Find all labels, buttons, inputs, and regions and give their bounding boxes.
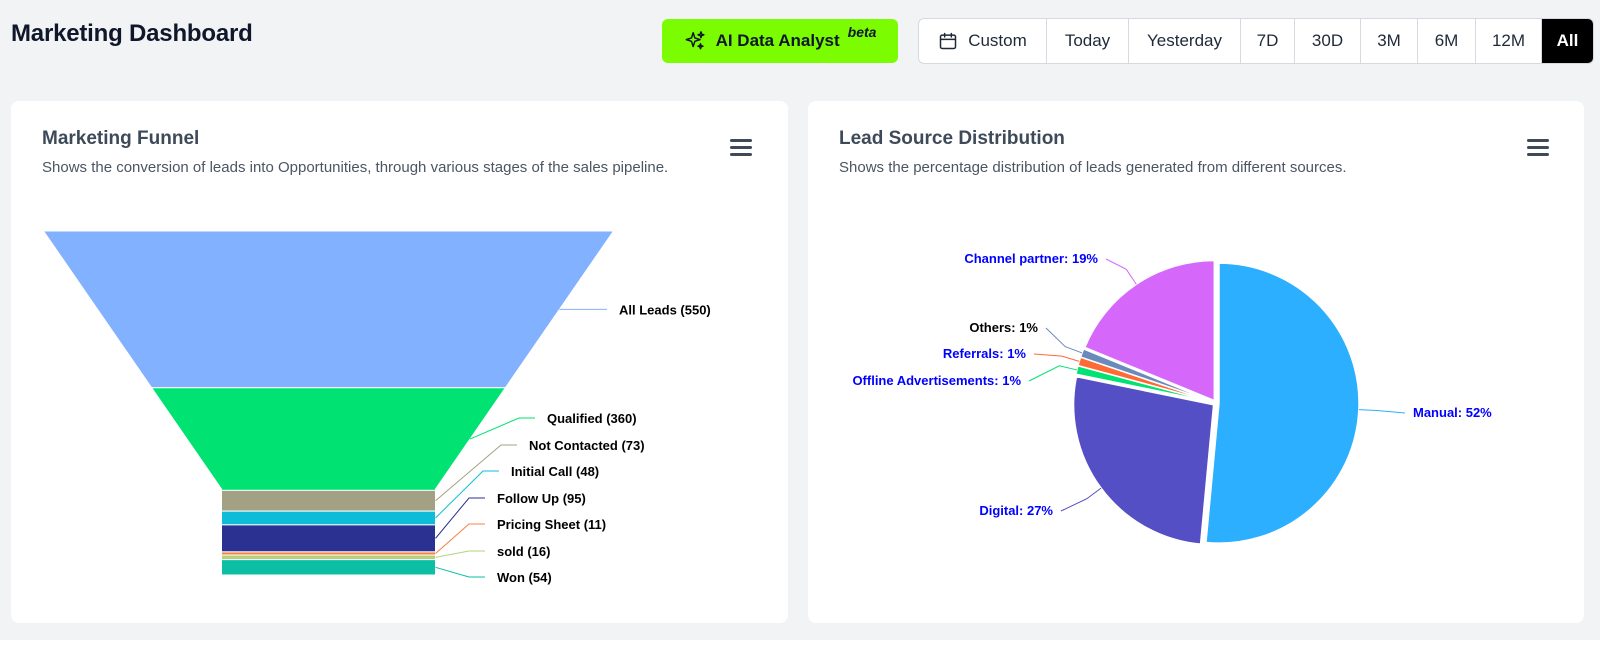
funnel-label: All Leads (550) xyxy=(619,302,711,317)
funnel-segment-follow-up[interactable] xyxy=(221,524,436,553)
pie-connector xyxy=(1045,327,1083,354)
pie-label: Channel partner: 19% xyxy=(964,251,1098,266)
funnel-menu-icon[interactable] xyxy=(730,139,752,159)
pie-chart: Manual: 52% Digital: 27% Offline Advertise… xyxy=(852,251,1492,545)
range-label: 12M xyxy=(1491,31,1526,50)
pie-connector xyxy=(1105,258,1137,285)
range-custom[interactable]: Custom xyxy=(919,19,1047,63)
lead-source-card: Lead Source Distribution Shows the perce… xyxy=(808,101,1584,623)
beta-badge: beta xyxy=(847,24,877,40)
funnel-label: Won (54) xyxy=(497,570,552,585)
funnel-connector xyxy=(435,550,485,558)
range-6m[interactable]: 6M xyxy=(1418,19,1476,63)
range-30d[interactable]: 30D xyxy=(1295,19,1361,63)
pie-menu-icon[interactable] xyxy=(1527,139,1549,159)
pie-label: Digital: 27% xyxy=(979,503,1053,518)
range-label: Custom xyxy=(968,31,1027,50)
funnel-chart: All Leads (550) Qualified (360) Not Contac… xyxy=(42,230,711,585)
range-label: 7D xyxy=(1256,31,1279,50)
pie-slice-channel-partner[interactable] xyxy=(1083,259,1216,402)
pie-card-subtitle: Shows the percentage distribution of lea… xyxy=(839,159,1347,176)
funnel-segment-qualified[interactable] xyxy=(150,387,507,491)
ai-data-analyst-button[interactable]: AI Data Analyst beta xyxy=(662,19,898,63)
marketing-funnel-card: Marketing Funnel Shows the conversion of… xyxy=(11,101,788,623)
pie-slice-manual[interactable] xyxy=(1205,262,1360,544)
range-label: Yesterday xyxy=(1147,31,1222,50)
range-7d[interactable]: 7D xyxy=(1241,19,1295,63)
range-12m[interactable]: 12M xyxy=(1476,19,1542,63)
funnel-segment-not-contacted[interactable] xyxy=(221,489,436,512)
range-today[interactable]: Today xyxy=(1047,19,1129,63)
funnel-segment-sold[interactable] xyxy=(221,554,436,561)
range-label: 30D xyxy=(1311,31,1344,50)
pie-connector xyxy=(1358,409,1406,414)
sparkles-icon xyxy=(685,31,705,50)
funnel-connector xyxy=(469,417,535,440)
funnel-label: Initial Call (48) xyxy=(511,464,599,479)
funnel-label: Pricing Sheet (11) xyxy=(497,517,606,532)
funnel-label: Not Contacted (73) xyxy=(529,438,645,453)
funnel-card-title: Marketing Funnel xyxy=(42,128,200,149)
funnel-label: sold (16) xyxy=(497,544,550,559)
pie-label: Offline Advertisements: 1% xyxy=(852,373,1021,388)
pie-connector xyxy=(1033,353,1080,362)
range-yesterday[interactable]: Yesterday xyxy=(1129,19,1241,63)
range-label: All xyxy=(1556,31,1579,50)
page-title: Marketing Dashboard xyxy=(11,20,253,47)
funnel-connector xyxy=(435,566,485,578)
calendar-icon xyxy=(939,32,957,50)
funnel-card-subtitle: Shows the conversion of leads into Oppor… xyxy=(42,159,669,176)
pie-label: Manual: 52% xyxy=(1413,405,1492,420)
funnel-label: Follow Up (95) xyxy=(497,491,586,506)
pie-label: Others: 1% xyxy=(969,320,1038,335)
range-all[interactable]: All xyxy=(1542,19,1593,63)
ai-button-label: AI Data Analyst xyxy=(715,31,840,50)
funnel-connector xyxy=(435,470,499,519)
range-label: Today xyxy=(1064,31,1111,50)
pie-card-title: Lead Source Distribution xyxy=(839,128,1065,149)
range-label: 3M xyxy=(1377,31,1401,50)
funnel-connector xyxy=(435,497,485,539)
range-label: 6M xyxy=(1434,31,1459,50)
date-range-selector: Custom Today Yesterday 7D 30D 3M 6M 12M All xyxy=(918,18,1594,64)
range-3m[interactable]: 3M xyxy=(1361,19,1418,63)
funnel-connector xyxy=(435,523,485,554)
funnel-segment-initial-call[interactable] xyxy=(221,510,436,526)
funnel-connector xyxy=(435,444,517,502)
funnel-segment-won[interactable] xyxy=(221,559,436,576)
pie-slice-digital[interactable] xyxy=(1072,375,1215,545)
funnel-label: Qualified (360) xyxy=(547,411,637,426)
next-card-edge xyxy=(0,640,1600,647)
pie-connector xyxy=(1060,487,1102,512)
funnel-segment-all-leads[interactable] xyxy=(42,230,615,389)
pie-label: Referrals: 1% xyxy=(943,346,1027,361)
pie-connector xyxy=(1028,365,1077,382)
